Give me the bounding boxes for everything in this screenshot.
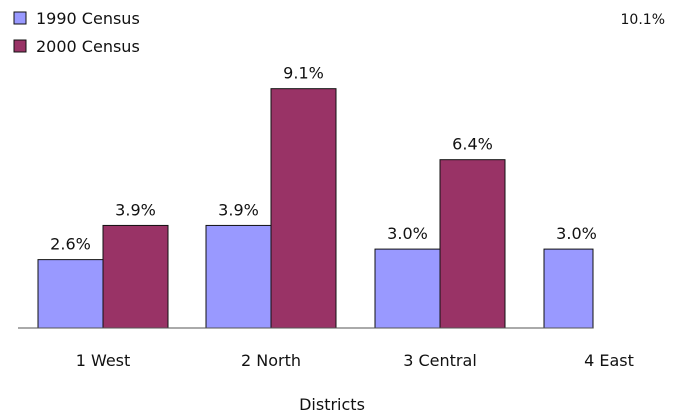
- bar-1990-4-east: [543, 248, 594, 329]
- legend-swatch: [13, 11, 27, 25]
- category-labels: 1 West 2 North 3 Central 4 East: [76, 351, 634, 370]
- x-axis-label: Districts: [299, 395, 365, 413]
- category-label: 1 West: [76, 351, 131, 370]
- bar-2000-1-west: [102, 224, 169, 329]
- legend-label: 1990 Census: [36, 9, 140, 28]
- bars: [37, 88, 594, 329]
- legend: 1990 Census 2000 Census: [13, 9, 140, 56]
- value-label: 10.1%: [621, 12, 665, 28]
- category-label: 4 East: [584, 351, 634, 370]
- legend-swatch: [13, 39, 27, 53]
- value-label: 2.6%: [50, 235, 91, 254]
- value-label: 9.1%: [283, 64, 324, 83]
- category-label: 2 North: [241, 351, 301, 370]
- bar-1990-1-west: [37, 259, 104, 329]
- value-label: 6.4%: [452, 135, 493, 154]
- value-label: 3.9%: [115, 200, 156, 219]
- bar-1990-3-central: [374, 248, 441, 329]
- bar-1990-2-north: [205, 224, 272, 329]
- legend-label: 2000 Census: [36, 37, 140, 56]
- value-labels: 2.6% 3.9% 3.9% 9.1% 3.0% 6.4% 3.0% 10.1%: [50, 12, 665, 254]
- bar-2000-3-central: [439, 159, 506, 329]
- category-label: 3 Central: [403, 351, 477, 370]
- value-label: 3.9%: [218, 200, 259, 219]
- value-label: 3.0%: [556, 224, 597, 243]
- bar-2000-2-north: [270, 88, 337, 329]
- value-label: 3.0%: [387, 224, 428, 243]
